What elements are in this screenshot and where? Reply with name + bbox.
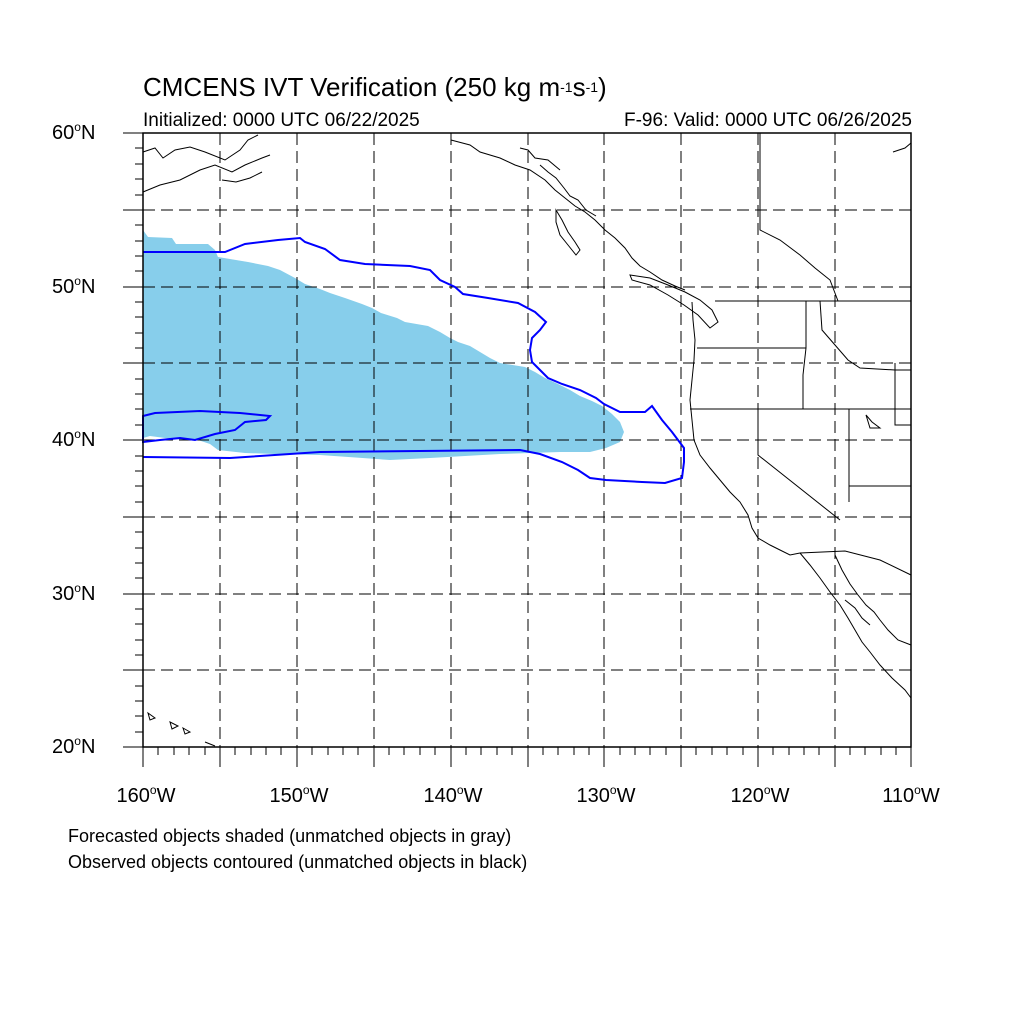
lat-label-30: 30oN — [52, 581, 96, 605]
lon-label-150: 150oW — [269, 783, 329, 807]
lon-label-110: 110oW — [882, 783, 940, 807]
valid-time-label: F-96: Valid: 0000 UTC 06/26/2025 — [624, 110, 912, 131]
axis-ticks — [123, 132, 912, 767]
lon-label-130: 130oW — [576, 783, 636, 807]
map-title: CMCENS IVT Verification (250 kg m-1s-1) — [143, 72, 607, 102]
graticule — [143, 133, 911, 747]
lon-label-140: 140oW — [423, 783, 483, 807]
lat-label-40: 40oN — [52, 427, 96, 451]
observed-legend-note: Observed objects contoured (unmatched ob… — [68, 852, 528, 872]
forecast-legend-note: Forecasted objects shaded (unmatched obj… — [68, 826, 512, 846]
observed-object-main — [142, 236, 685, 485]
lon-label-160: 160oW — [116, 783, 176, 807]
lon-label-120: 120oW — [730, 783, 790, 807]
observed-object-secondary — [142, 409, 273, 444]
forecast-object — [143, 230, 624, 460]
init-time-label: Initialized: 0000 UTC 06/22/2025 — [143, 110, 420, 131]
coastlines — [142, 133, 912, 747]
lat-label-50: 50oN — [52, 274, 96, 298]
observed-object-contours — [142, 236, 685, 485]
lat-label-20: 20oN — [52, 734, 96, 758]
lat-label-60: 60oN — [52, 120, 96, 144]
